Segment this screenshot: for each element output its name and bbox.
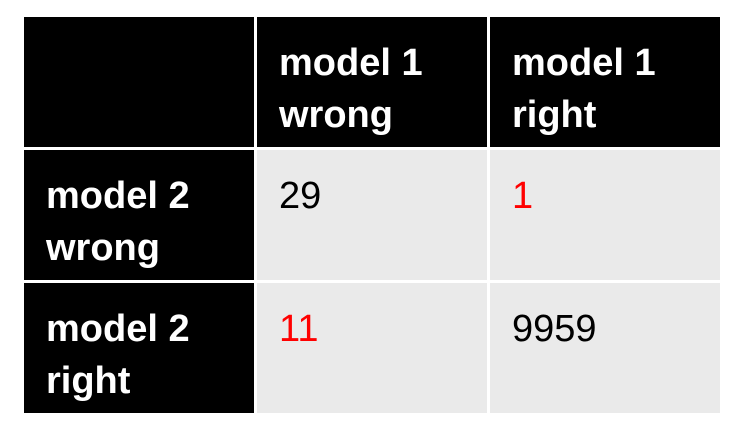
cell-value: 29 xyxy=(279,175,322,217)
row-header-line2: wrong xyxy=(46,227,160,269)
column-header-model1-wrong: model 1 wrong xyxy=(257,17,487,147)
column-header-line2: wrong xyxy=(279,94,393,136)
row-header-line1: model 2 xyxy=(46,175,190,217)
cell-value: 9959 xyxy=(512,308,597,350)
column-header-line2: right xyxy=(512,94,597,136)
contingency-table: model 1 wrong model 1 right model 2 wron… xyxy=(24,17,720,419)
row-header-model2-right: model 2 right xyxy=(24,283,254,413)
corner-header-cell xyxy=(24,17,254,147)
cell-value: 11 xyxy=(279,308,319,350)
column-header-model1-right: model 1 right xyxy=(490,17,720,147)
column-header-line1: model 1 xyxy=(279,42,423,84)
cell-value: 1 xyxy=(512,175,534,217)
table-cell: 11 xyxy=(257,283,487,413)
row-header-line2: right xyxy=(46,360,131,402)
table-cell: 29 xyxy=(257,150,487,280)
row-header-model2-wrong: model 2 wrong xyxy=(24,150,254,280)
table-cell: 9959 xyxy=(490,283,720,413)
table-cell: 1 xyxy=(490,150,720,280)
row-header-line1: model 2 xyxy=(46,308,190,350)
column-header-line1: model 1 xyxy=(512,42,656,84)
